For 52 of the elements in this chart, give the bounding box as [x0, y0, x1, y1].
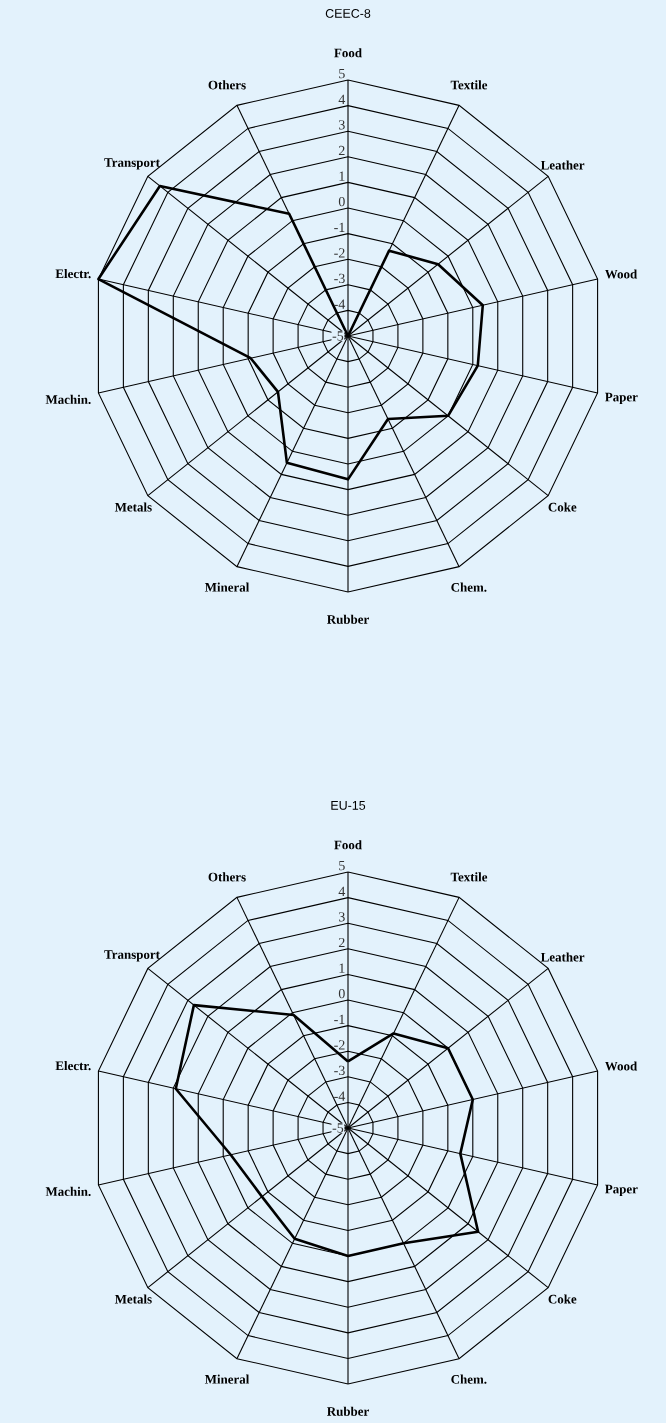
spoke-label: Transport	[104, 950, 160, 962]
chart-title: EU-15	[331, 801, 366, 810]
spoke-label: Textile	[450, 80, 488, 90]
y-tick-label: 2	[338, 145, 345, 156]
y-tick-label: 0	[338, 196, 345, 207]
spoke-label: Transport	[104, 158, 160, 170]
y-tick-label: -5	[332, 1123, 344, 1133]
y-tick-label: 4	[338, 886, 346, 896]
spoke-label: Paper	[605, 392, 638, 405]
y-tick-label: 3	[339, 912, 345, 922]
y-tick-label: -2	[334, 1040, 345, 1050]
y-tick-label: -3	[334, 1065, 345, 1076]
y-tick-label: 1	[339, 963, 345, 973]
spoke-label: Metals	[114, 1294, 152, 1304]
spoke-label: Machin.	[45, 394, 91, 405]
y-tick-label: 5	[339, 861, 345, 871]
spoke-label: Food	[334, 48, 362, 58]
spoke-label: Leather	[540, 952, 585, 962]
spoke-label: Rubber	[326, 614, 369, 624]
y-tick-label: -2	[334, 248, 345, 258]
spoke-label: Metals	[114, 502, 152, 512]
y-tick-label: 4	[338, 94, 346, 104]
chart-title: CEEC-8	[325, 9, 371, 18]
spoke-label: Wood	[605, 269, 638, 279]
y-tick-label: -1	[334, 1014, 345, 1024]
spoke-label: Others	[208, 872, 246, 882]
spoke-label: Machin.	[45, 1186, 91, 1197]
y-tick-label: -5	[332, 331, 344, 341]
y-tick-label: -4	[334, 299, 346, 309]
y-tick-label: 5	[339, 69, 345, 79]
spoke-label: Rubber	[326, 1406, 369, 1416]
y-tick-label: -3	[334, 273, 345, 284]
spoke-label: Mineral	[204, 582, 250, 592]
y-tick-label: -4	[334, 1091, 346, 1101]
spoke-label: Coke	[548, 502, 577, 512]
spoke-label: Electr.	[55, 269, 91, 279]
spoke-label: Others	[208, 80, 246, 90]
spoke-label: Chem.	[451, 582, 487, 592]
y-tick-label: 1	[339, 171, 345, 181]
spoke-label: Textile	[450, 872, 488, 882]
spoke-label: Wood	[605, 1061, 638, 1071]
y-tick-label: -1	[334, 222, 345, 232]
spoke-label: Food	[334, 840, 362, 850]
spoke-label: Mineral	[204, 1374, 250, 1384]
y-tick-label: 3	[339, 120, 345, 130]
spoke-label: Electr.	[55, 1061, 91, 1071]
y-tick-label: 2	[338, 937, 345, 948]
y-tick-label: 0	[338, 988, 345, 999]
spoke-label: Coke	[548, 1294, 577, 1304]
spoke-label: Paper	[605, 1184, 638, 1197]
spoke-label: Chem.	[451, 1374, 487, 1384]
spoke-label: Leather	[540, 160, 585, 170]
